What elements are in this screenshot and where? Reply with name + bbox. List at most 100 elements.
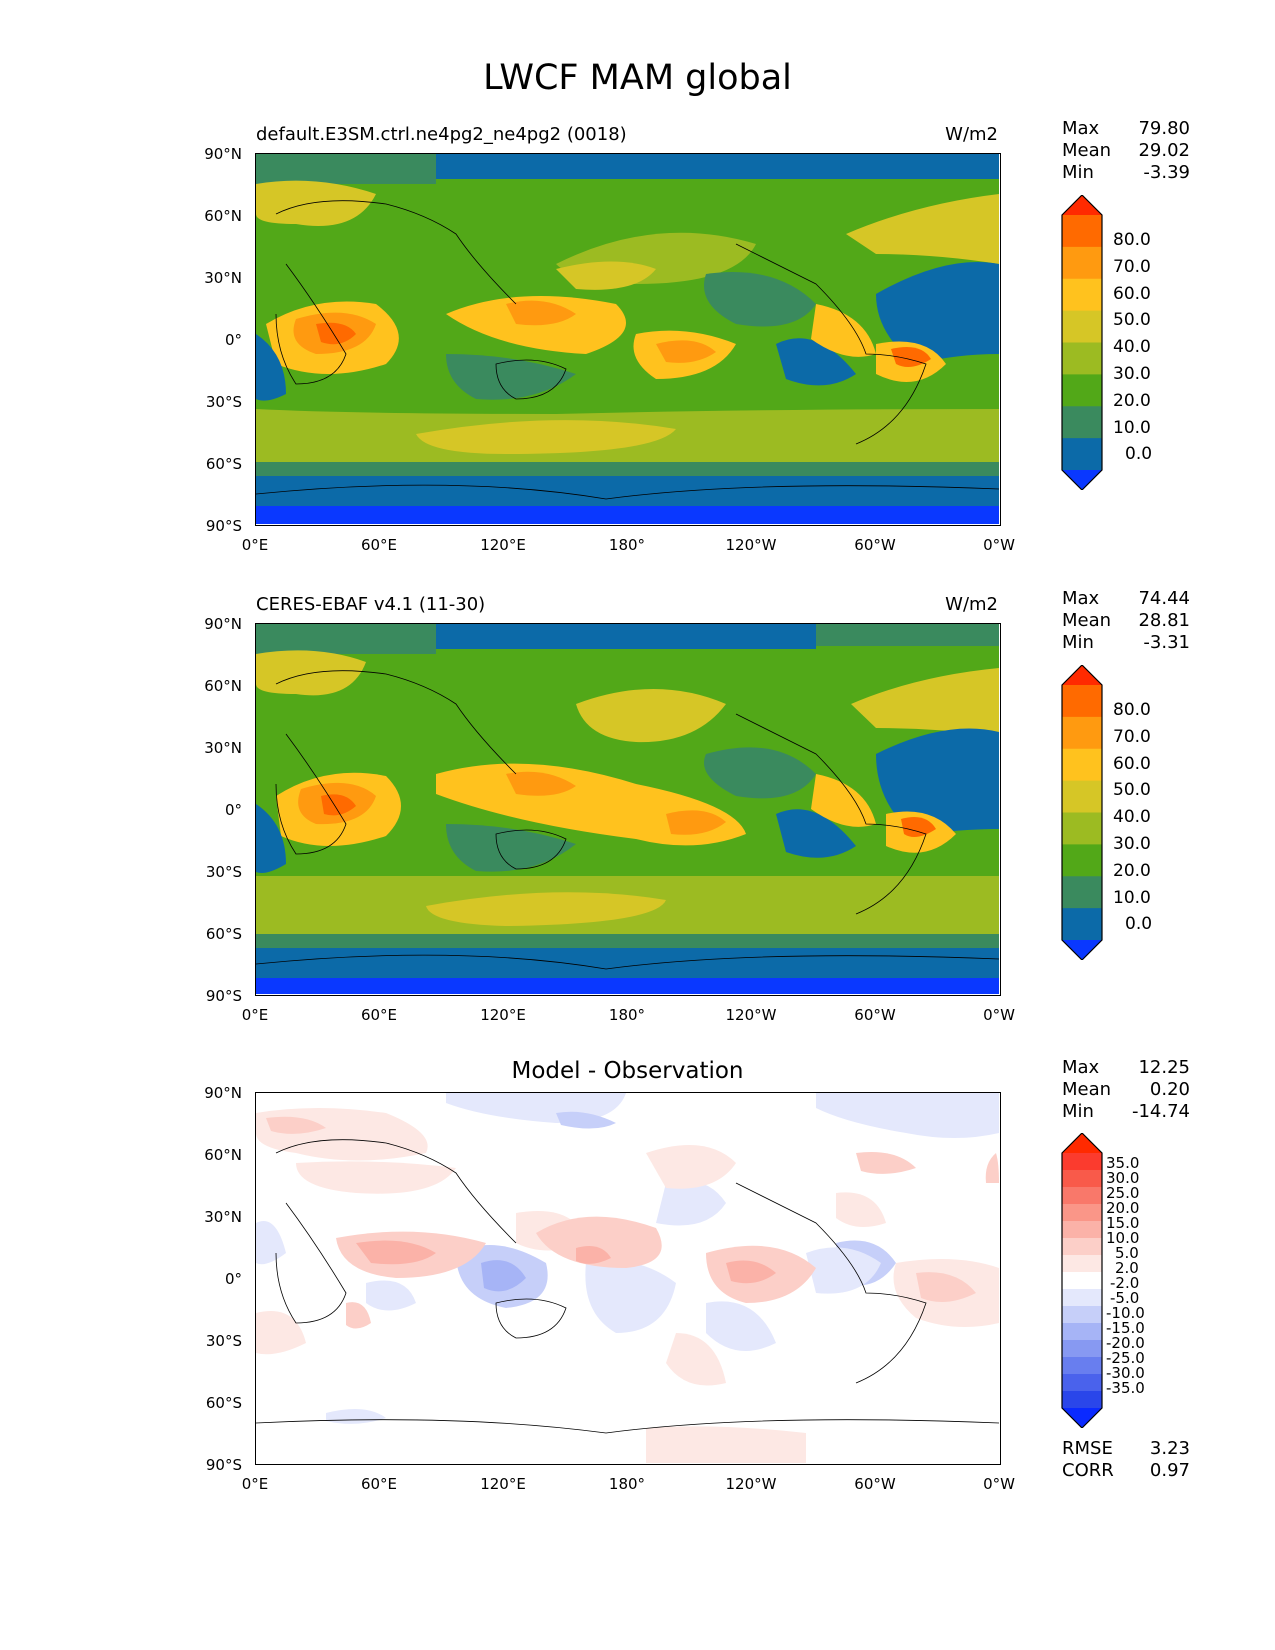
- stat-value: 29.02: [1138, 140, 1190, 161]
- colorbar-extend-min: [1062, 940, 1102, 960]
- colorbar-label: -20.0: [1106, 1334, 1145, 1352]
- colorbar-swatch: [1062, 1340, 1102, 1358]
- stat-label: Mean: [1062, 140, 1112, 161]
- colorbar-label: -10.0: [1106, 1304, 1145, 1322]
- colorbar-swatch: [1062, 246, 1102, 280]
- colorbar-swatch: [1062, 685, 1102, 718]
- panel-2-field: [256, 624, 999, 994]
- panel-2-colorbar: [1060, 664, 1104, 961]
- stat-value: 0.97: [1149, 1460, 1190, 1481]
- panel-3-field: [256, 1093, 999, 1463]
- y-tick-label: 90°S: [205, 1456, 242, 1474]
- stat-label: Min: [1062, 1101, 1094, 1122]
- stat-value: 3.23: [1149, 1438, 1190, 1459]
- x-tick-label: 0°W: [983, 1475, 1015, 1493]
- colorbar-label: 30.0: [1113, 363, 1151, 384]
- y-tick-label: 30°N: [204, 269, 242, 287]
- colorbar-label: 80.0: [1113, 700, 1151, 720]
- y-tick-label: 60°S: [205, 1394, 242, 1412]
- y-tick-label: 90°N: [204, 145, 242, 163]
- y-tick-label: 30°N: [204, 1208, 242, 1226]
- stat-label: Mean: [1062, 610, 1112, 631]
- stat-label: RMSE: [1062, 1438, 1113, 1459]
- colorbar-label: 15.0: [1106, 1214, 1140, 1232]
- panel-3-map: [255, 1092, 1001, 1465]
- colorbar-label: 60.0: [1113, 283, 1151, 304]
- x-tick-label: 0°W: [983, 1006, 1015, 1024]
- y-tick-label: 60°S: [205, 455, 242, 473]
- colorbar-swatch: [1062, 1255, 1102, 1273]
- x-tick-label: 120°W: [725, 1475, 777, 1493]
- x-tick-label: 0°E: [241, 1475, 269, 1493]
- panel-1-map: [255, 153, 1001, 526]
- panel-1-colorbar-labels: 80.0 70.0 60.0 50.0 40.0 30.0 20.0 10.0 …: [1113, 227, 1152, 468]
- colorbar-swatch: [1062, 1238, 1102, 1256]
- colorbar-swatch: [1062, 1221, 1102, 1239]
- colorbar-swatch: [1062, 1374, 1102, 1392]
- y-tick-label: 90°N: [204, 615, 242, 633]
- panel-2-title: CERES-EBAF v4.1 (11-30): [256, 594, 486, 615]
- colorbar-label: -2.0: [1110, 1274, 1140, 1292]
- panel-1-units: W/m2: [945, 124, 998, 145]
- x-tick-label: 180°: [608, 1475, 646, 1493]
- colorbar-swatch: [1062, 1204, 1102, 1222]
- colorbar-label: 0.0: [1125, 914, 1153, 935]
- colorbar-label: -35.0: [1106, 1379, 1145, 1397]
- colorbar-swatch: [1062, 1289, 1102, 1307]
- panel-1-stats: Max 79.80 Mean 29.02 Min -3.39: [1062, 118, 1190, 184]
- x-tick-label: 0°E: [241, 536, 269, 554]
- colorbar-label: -15.0: [1106, 1319, 1145, 1337]
- colorbar-extend-min: [1062, 470, 1102, 490]
- colorbar-label: 10.0: [1113, 417, 1151, 438]
- colorbar-swatch: [1062, 278, 1102, 312]
- y-tick-label: 60°N: [204, 207, 242, 225]
- colorbar-swatch: [1062, 1272, 1102, 1290]
- colorbar-label: -25.0: [1106, 1349, 1145, 1367]
- stat-label: Max: [1062, 118, 1100, 139]
- panel-2-stats: Max 74.44 Mean 28.81 Min -3.31: [1062, 588, 1190, 654]
- panel-2-map: [255, 623, 1001, 996]
- x-tick-label: 0°W: [983, 536, 1015, 554]
- stat-value: 0.20: [1149, 1079, 1190, 1100]
- panel-3-colorbar-labels: 35.0 30.0 25.0 20.0 15.0 10.0 5.0 2.0 -2…: [1106, 1156, 1145, 1396]
- colorbar-extend-max: [1062, 665, 1102, 685]
- x-tick-label: 60°W: [854, 1006, 896, 1024]
- y-tick-label: 0°: [224, 1270, 242, 1288]
- colorbar-outline: [1061, 664, 1103, 961]
- colorbar-label: 40.0: [1113, 337, 1151, 358]
- stat-label: Min: [1062, 162, 1094, 183]
- x-tick-label: 60°W: [854, 1475, 896, 1493]
- stat-value: 79.80: [1138, 118, 1190, 139]
- y-tick-label: 30°S: [205, 393, 242, 411]
- colorbar-label: 20.0: [1113, 390, 1151, 411]
- y-tick-label: 30°S: [205, 863, 242, 881]
- colorbar-swatches: [1061, 664, 1103, 961]
- colorbar-label: 70.0: [1113, 256, 1151, 277]
- y-tick-label: 60°N: [204, 1146, 242, 1164]
- colorbar-swatch: [1062, 812, 1102, 845]
- stat-value: 28.81: [1138, 610, 1190, 631]
- colorbar-label: 80.0: [1113, 230, 1151, 250]
- stat-label: Min: [1062, 632, 1094, 653]
- colorbar-swatch: [1062, 780, 1102, 813]
- colorbar-swatch: [1062, 406, 1102, 439]
- colorbar-label: 40.0: [1113, 807, 1151, 828]
- colorbar-swatch: [1062, 1153, 1102, 1171]
- panel-2-colorbar-labels: 80.0 70.0 60.0 50.0 40.0 30.0 20.0 10.0 …: [1113, 697, 1152, 938]
- colorbar-label: 30.0: [1113, 833, 1151, 854]
- x-tick-label: 120°W: [725, 1006, 777, 1024]
- y-tick-label: 0°: [224, 801, 242, 819]
- x-tick-label: 120°E: [480, 536, 526, 554]
- panel-3-title: Model - Observation: [511, 1058, 744, 1084]
- colorbar-label: 10.0: [1113, 887, 1151, 908]
- colorbar-label: 5.0: [1115, 1244, 1139, 1262]
- panel-3-stats: Max 12.25 Mean 0.20 Min -14.74: [1062, 1057, 1190, 1123]
- x-tick-label: 0°E: [241, 1006, 269, 1024]
- y-tick-label: 60°S: [205, 925, 242, 943]
- stat-value: 12.25: [1138, 1057, 1190, 1078]
- stat-value: -3.31: [1143, 632, 1190, 653]
- colorbar-swatches: [1061, 194, 1103, 491]
- colorbar-label: 20.0: [1113, 860, 1151, 881]
- y-tick-label: 90°N: [204, 1084, 242, 1102]
- x-tick-label: 180°: [608, 536, 646, 554]
